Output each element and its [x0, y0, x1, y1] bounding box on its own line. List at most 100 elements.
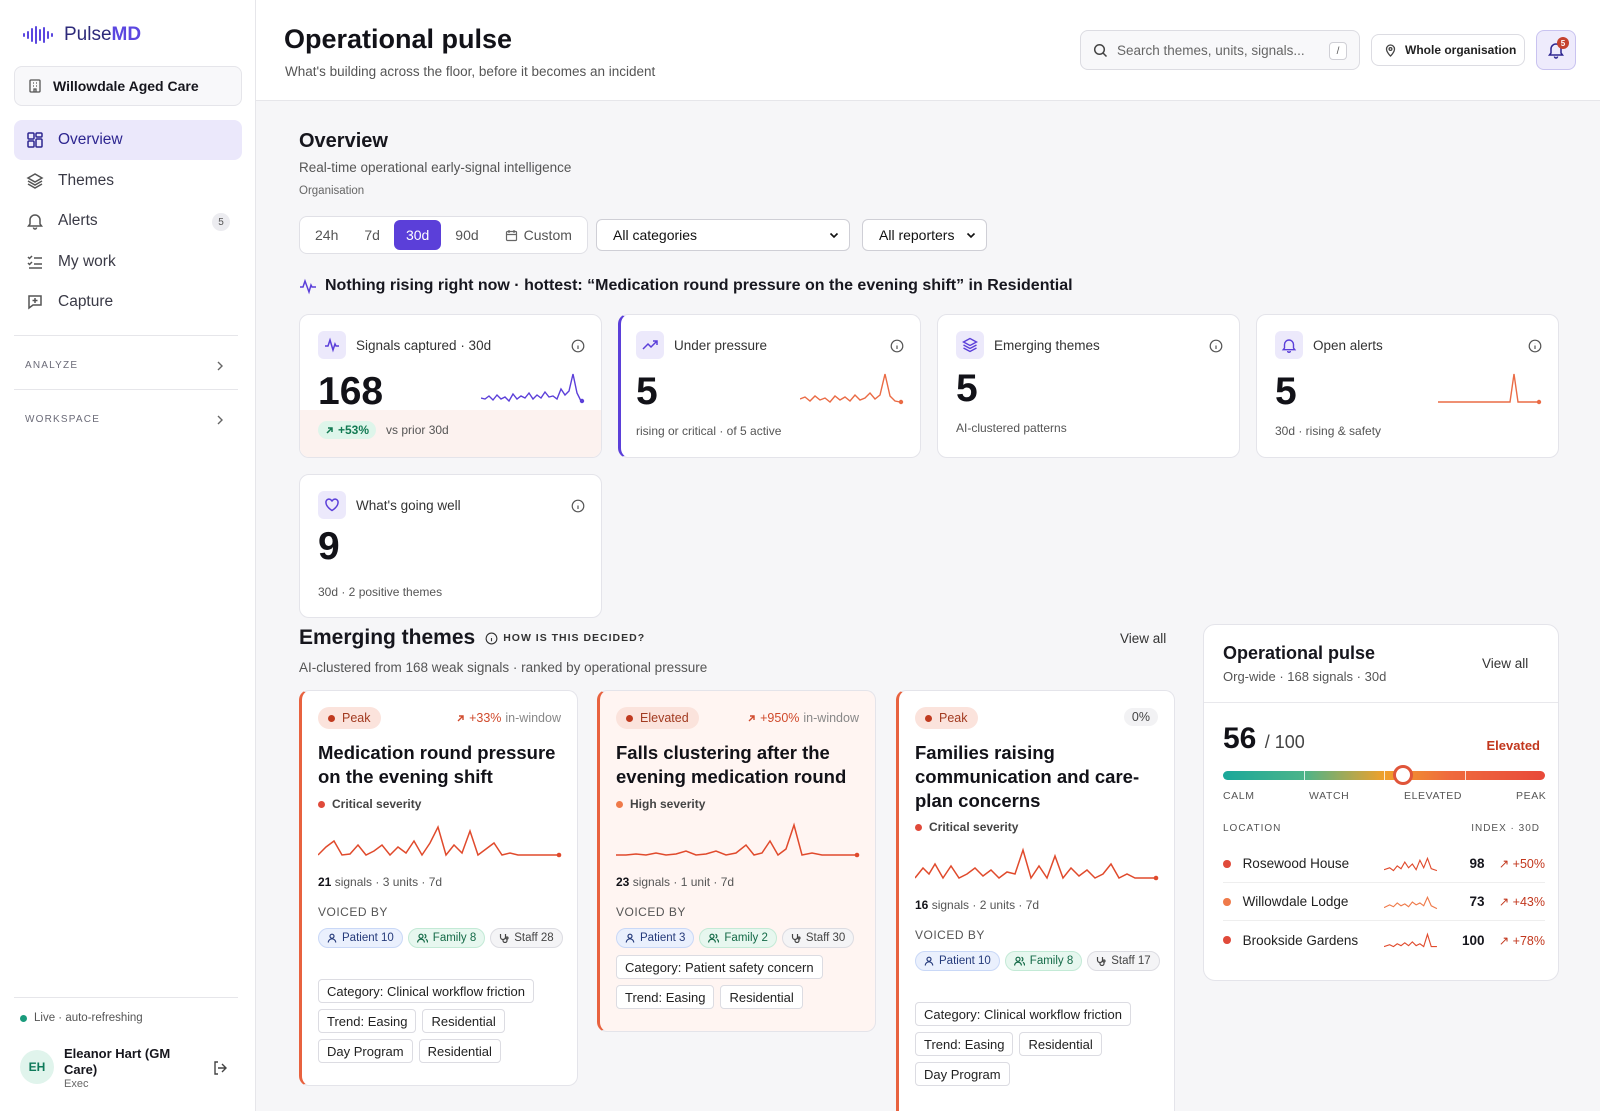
theme-card[interactable]: Elevated +950% in-window Falls clustering… [597, 690, 876, 1032]
signal-count: 23 [616, 875, 630, 889]
meta-text: signals · 2 units · 7d [931, 898, 1040, 912]
theme-tag[interactable]: Category: Patient safety concern [616, 955, 823, 979]
score-max: / 100 [1264, 732, 1305, 752]
sidebar-item-overview[interactable]: Overview [14, 120, 242, 160]
theme-tag[interactable]: Residential [1019, 1032, 1102, 1056]
range-30d[interactable]: 30d [393, 220, 442, 250]
avatar: EH [20, 1050, 54, 1084]
headline-text: Nothing rising right now · hottest: “Med… [325, 277, 1073, 294]
voice-chip-label: Patient 10 [342, 932, 394, 944]
severity-label: Critical severity [318, 797, 421, 811]
alerts-count-badge: 5 [212, 213, 230, 231]
severity-text: High severity [630, 797, 706, 811]
info-icon[interactable] [571, 339, 585, 353]
theme-tag[interactable]: Residential [422, 1009, 505, 1033]
voice-chip-patient[interactable]: Patient 10 [915, 951, 1000, 971]
delta-suffix: in-window [803, 711, 859, 725]
theme-tag[interactable]: Trend: Easing [915, 1032, 1014, 1056]
voice-chip-staff[interactable]: Staff 28 [490, 928, 563, 948]
theme-meta: 23 signals · 1 unit · 7d [616, 875, 734, 889]
range-custom[interactable]: Custom [493, 220, 584, 250]
reporter-filter[interactable]: All reporters [862, 219, 987, 251]
sidebar: PulseMD Willowdale Aged Care Overview Th… [0, 0, 256, 1111]
info-icon[interactable] [571, 499, 585, 513]
voice-chip-patient[interactable]: Patient 10 [318, 928, 403, 948]
voice-chip-label: Staff 28 [514, 932, 554, 944]
theme-tag[interactable]: Category: Clinical workflow friction [318, 979, 534, 1003]
kpi-card-emerging-themes[interactable]: Emerging themes 5 AI-clustered patterns [937, 314, 1240, 458]
how-decided-link[interactable]: HOW IS THIS DECIDED? [485, 632, 645, 645]
info-icon[interactable] [890, 339, 904, 353]
category-filter[interactable]: All categories [596, 219, 850, 251]
info-icon[interactable] [1209, 339, 1223, 353]
user-profile[interactable]: EH Eleanor Hart (GM Care) Exec [20, 1046, 194, 1090]
theme-tag[interactable]: Residential [720, 985, 803, 1009]
theme-tag[interactable]: Day Program [318, 1039, 413, 1063]
voice-chip-staff[interactable]: Staff 30 [781, 928, 855, 948]
voice-chip-staff[interactable]: Staff 17 [1087, 951, 1160, 971]
voice-chip-patient[interactable]: Patient 3 [616, 928, 695, 948]
notifications-button[interactable]: 5 [1536, 30, 1576, 70]
kpi-value: 5 [1275, 370, 1297, 413]
org-name: Willowdale Aged Care [53, 78, 199, 94]
kpi-footnote: 30d · 2 positive themes [318, 585, 443, 599]
kpi-sparkline [481, 373, 585, 404]
section-workspace[interactable]: WORKSPACE [25, 414, 225, 425]
theme-card[interactable]: Peak 0% Families raising communication a… [896, 690, 1175, 1111]
location-row[interactable]: Willowdale Lodge 73 ↗ +43% [1223, 883, 1545, 921]
kpi-change-badge: +53% [318, 421, 377, 439]
chevron-down-icon [829, 232, 839, 239]
sidebar-item-alerts[interactable]: Alerts 5 [14, 201, 242, 241]
scope-selector[interactable]: Whole organisation [1371, 34, 1525, 66]
themes-view-all-link[interactable]: View all [1120, 631, 1167, 646]
voiced-by-label: VOICED BY [318, 905, 388, 919]
level-dot [626, 714, 633, 722]
pulse-level: Elevated [1486, 738, 1540, 753]
kpi-change-value: +53% [338, 423, 370, 437]
voice-chip-family[interactable]: Family 2 [699, 928, 777, 948]
theme-sparkline [318, 824, 562, 858]
theme-tag[interactable]: Trend: Easing [616, 985, 715, 1009]
org-switcher[interactable]: Willowdale Aged Care [14, 66, 242, 106]
theme-tag[interactable]: Category: Clinical workflow friction [915, 1002, 1131, 1026]
kpi-label: What's going well [356, 498, 461, 513]
logout-button[interactable] [212, 1060, 228, 1076]
gauge-tick [1384, 771, 1385, 780]
voice-chip-label: Patient 10 [939, 955, 991, 967]
checklist-icon [27, 254, 42, 269]
index-column-header: INDEX · 30D [1471, 823, 1540, 834]
info-icon[interactable] [1528, 339, 1542, 353]
kpi-card-signals[interactable]: Signals captured · 30d 168 +53% vs prior… [299, 314, 602, 458]
theme-tag[interactable]: Residential [418, 1039, 501, 1063]
delta-value: +33% [469, 711, 502, 725]
theme-tag[interactable]: Trend: Easing [318, 1009, 417, 1033]
location-row[interactable]: Brookside Gardens 100 ↗ +78% [1223, 921, 1545, 959]
kpi-value: 9 [318, 525, 340, 568]
theme-tag[interactable]: Day Program [915, 1062, 1010, 1086]
map-pin-icon [1385, 43, 1396, 57]
section-analyze[interactable]: ANALYZE [25, 360, 225, 371]
trend-delta: +33% in-window [456, 711, 561, 725]
kpi-card-under-pressure[interactable]: Under pressure 5 rising or critical · of… [618, 314, 921, 458]
kpi-card-open-alerts[interactable]: Open alerts 5 30d · rising & safety [1256, 314, 1559, 458]
arrow-up-right-icon [457, 714, 464, 721]
sidebar-item-capture[interactable]: Capture [14, 282, 242, 322]
theme-card[interactable]: Peak +33% in-window Medication round pres… [299, 690, 578, 1086]
brand-logo[interactable]: PulseMD [22, 24, 141, 46]
range-90d[interactable]: 90d [455, 227, 479, 243]
range-24h[interactable]: 24h [315, 227, 339, 243]
user-icon [625, 933, 635, 943]
voice-chip-family[interactable]: Family 8 [407, 928, 486, 948]
voice-chip-family[interactable]: Family 8 [1004, 951, 1083, 971]
sidebar-item-my-work[interactable]: My work [14, 242, 242, 282]
location-dot [1223, 897, 1231, 906]
location-row[interactable]: Rosewood House 98 ↗ +50% [1223, 845, 1545, 883]
location-name: Willowdale Lodge [1242, 894, 1349, 909]
kpi-card-going-well[interactable]: What's going well 9 30d · 2 positive the… [299, 474, 602, 618]
sidebar-item-themes[interactable]: Themes [14, 161, 242, 201]
voice-chips: Patient 3 Family 2 Staff 30 [616, 928, 866, 948]
info-icon [485, 632, 498, 644]
search-input[interactable]: Search themes, units, signals... / [1080, 30, 1360, 70]
pulse-view-all-link[interactable]: View all [1482, 656, 1529, 671]
range-7d[interactable]: 7d [364, 227, 380, 243]
